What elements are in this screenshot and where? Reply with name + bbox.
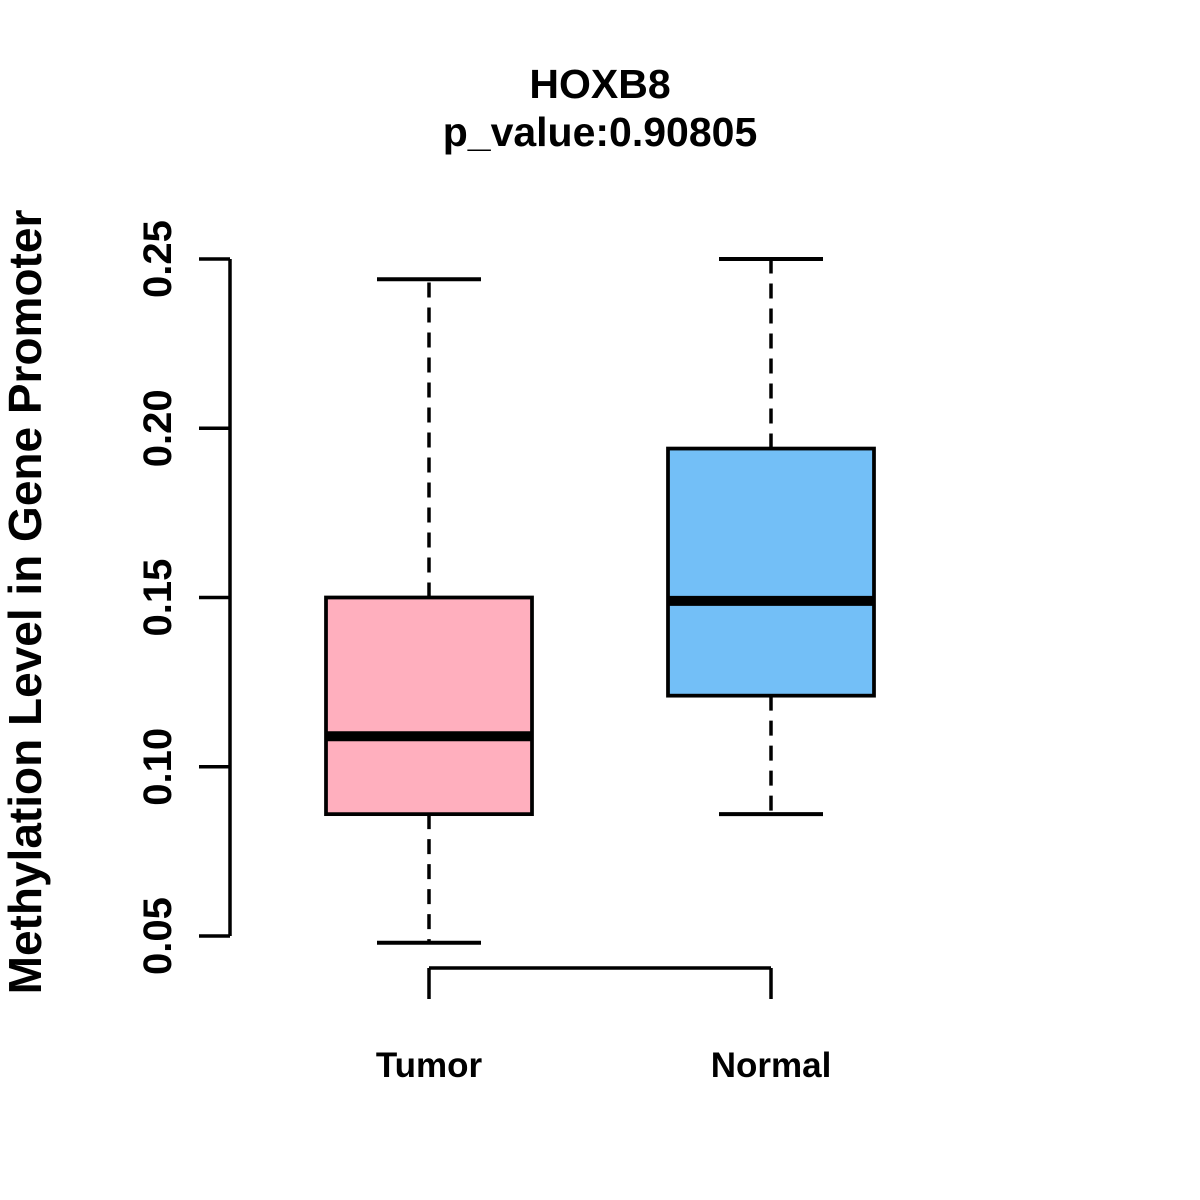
plot-layer: 0.05 0.10 0.15 0.20 0.25 Tumor Normal — [136, 220, 876, 1085]
y-tick-label: 0.20 — [136, 389, 180, 467]
chart-title: HOXB8 — [529, 61, 671, 107]
y-tick-label: 0.25 — [136, 220, 180, 298]
tumor-box — [324, 595, 534, 817]
chart-subtitle: p_value:0.90805 — [442, 109, 758, 155]
y-tick-label: 0.10 — [136, 728, 180, 806]
y-tick-label: 0.15 — [136, 559, 180, 637]
normal-axis-label: Normal — [711, 1046, 832, 1085]
chart-title-block: HOXB8 p_value:0.90805 — [0, 60, 1200, 156]
y-axis-title: Methylation Level in Gene Promoter — [0, 210, 51, 995]
normal-box — [666, 446, 876, 698]
y-tick-label: 0.05 — [136, 897, 180, 975]
tumor-axis-label: Tumor — [376, 1046, 483, 1085]
